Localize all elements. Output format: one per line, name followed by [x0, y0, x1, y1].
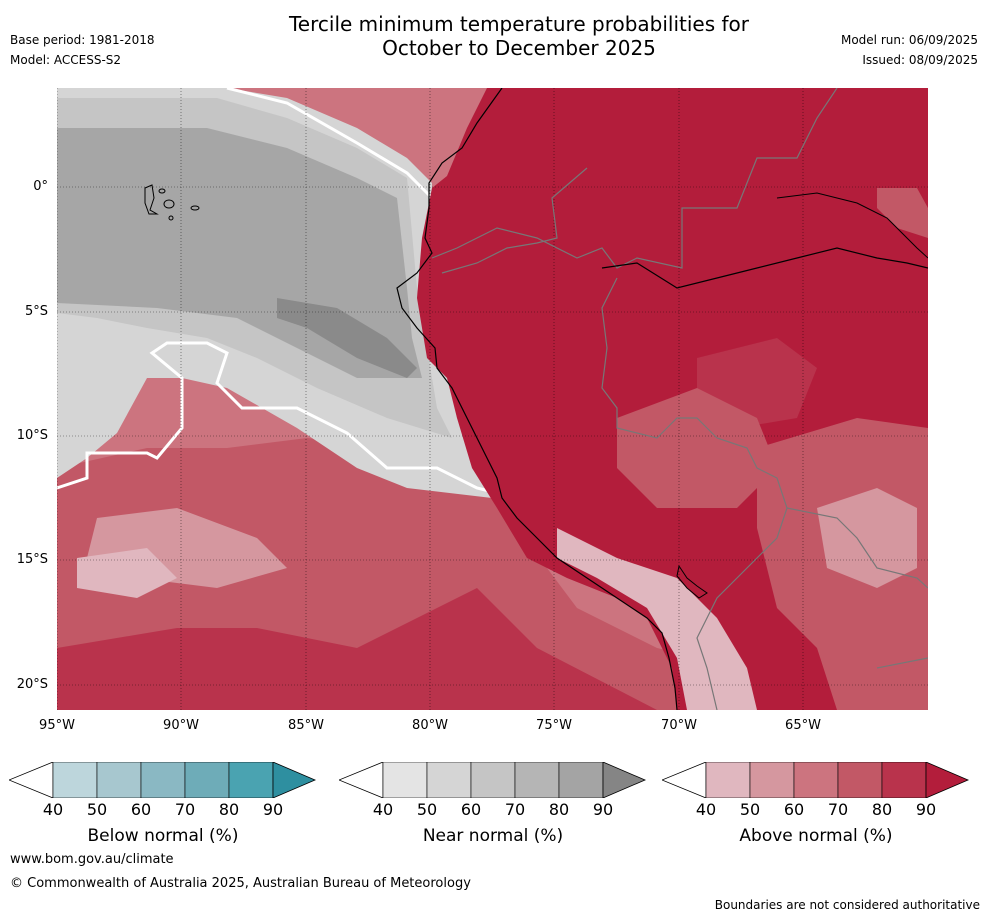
border-bolivia-brazil [786, 507, 928, 589]
colorbar-above-normal [662, 762, 970, 798]
lon-label-75w: 75°W [536, 718, 572, 733]
lon-label-90w: 90°W [163, 718, 199, 733]
lon-label-70w: 70°W [661, 718, 697, 733]
border-colombia-peru [441, 167, 588, 274]
colorbar-segment [837, 762, 883, 798]
colorbar-segment [558, 762, 604, 798]
colorbar-tick-label: 50 [739, 800, 761, 819]
colorbar-segment [793, 762, 839, 798]
colorbar-tick-label: 40 [695, 800, 717, 819]
colorbar-tick-label: 40 [372, 800, 394, 819]
map-gridlines [57, 88, 928, 710]
base-period-text: Base period: 1981-2018 [10, 33, 155, 47]
colorbar-tick-label: 60 [130, 800, 152, 819]
near-normal-80-patch [277, 298, 417, 378]
colorbar-segment [514, 762, 560, 798]
lake-titicaca [676, 564, 708, 599]
colorbar-high-extend [925, 762, 970, 798]
border-paraguay [876, 657, 928, 669]
colorbar-below-normal [9, 762, 317, 798]
colorbar-tick-label: 90 [592, 800, 614, 819]
issued-text: Issued: 08/09/2025 [862, 53, 978, 67]
title-line-2: October to December 2025 [382, 36, 656, 60]
colorbar-high-extend [272, 762, 317, 798]
land-above-70-patch [617, 388, 777, 508]
colorbar-segment [96, 762, 142, 798]
colorbar-low-extend [339, 762, 384, 798]
lon-label-65w: 65°W [785, 718, 821, 733]
colorbar-tick-label: 80 [218, 800, 240, 819]
colorbar-tick-label: 90 [262, 800, 284, 819]
colorbar-segment [184, 762, 230, 798]
colorbar-low-extend [9, 762, 54, 798]
lat-label-20s: 20°S [16, 677, 48, 692]
colorbar-segment [228, 762, 274, 798]
amazon-river [601, 247, 928, 289]
ocean-above-70-band [57, 588, 657, 710]
model-run-text: Model run: 06/09/2025 [840, 33, 978, 47]
lat-label-5s: 5°S [24, 304, 48, 319]
land-northeast-70 [877, 188, 928, 238]
meta-right: Model run: 06/09/2025 Issued: 08/09/2025 [841, 30, 978, 70]
coastline [396, 88, 678, 710]
colorbar-tick-label: 70 [174, 800, 196, 819]
footer-url[interactable]: www.bom.gov.au/climate [10, 852, 174, 867]
colorbar-segment [426, 762, 472, 798]
colorbar-tick-label: 40 [42, 800, 64, 819]
title-line-1: Tercile minimum temperature probabilitie… [288, 12, 750, 36]
colorbar-tick-label: 80 [548, 800, 570, 819]
colorbar-tick-label: 90 [915, 800, 937, 819]
colorbar-tick-label: 50 [416, 800, 438, 819]
colorbar-segment [140, 762, 186, 798]
near-normal-boundary [57, 341, 498, 495]
chart-title: Tercile minimum temperature probabilitie… [250, 12, 788, 60]
coastal-above-40-strip [557, 528, 757, 710]
footer-copyright: © Commonwealth of Australia 2025, Austra… [10, 876, 471, 891]
galapagos-islands [144, 184, 200, 221]
colorbar-segment [881, 762, 927, 798]
rio-negro [776, 192, 928, 259]
colorbar-high-extend [602, 762, 647, 798]
colorbar-segment [470, 762, 516, 798]
colorbar-near-normal [339, 762, 647, 798]
colorbar-tick-label: 60 [783, 800, 805, 819]
border-peru-brazil-bolivia [601, 277, 788, 710]
ocean-above-40-patch [77, 548, 177, 598]
colorbar-tick-label: 70 [827, 800, 849, 819]
colorbar-tick-label: 50 [86, 800, 108, 819]
lat-label-0: 0° [33, 179, 48, 194]
colorbar-segment [749, 762, 795, 798]
north-boundary [226, 88, 434, 200]
probability-map[interactable] [57, 88, 928, 710]
border-ecuador-colombia [431, 88, 838, 269]
colorbar-segment [52, 762, 98, 798]
colorbar-above-label: Above normal (%) [739, 826, 893, 846]
lat-label-10s: 10°S [16, 428, 48, 443]
colorbar-segment [382, 762, 428, 798]
model-text: Model: ACCESS-S2 [10, 53, 122, 67]
colorbar-low-extend [662, 762, 707, 798]
colorbar-below-label: Below normal (%) [87, 826, 239, 846]
colorbar-tick-label: 60 [460, 800, 482, 819]
colorbar-tick-label: 80 [871, 800, 893, 819]
colorbar-near-label: Near normal (%) [422, 826, 564, 846]
map-svg [57, 88, 928, 710]
lat-label-15s: 15°S [16, 552, 48, 567]
footer-disclaimer: Boundaries are not considered authoritat… [714, 898, 980, 912]
colorbar-tick-label: 70 [504, 800, 526, 819]
land-southeast-50 [817, 488, 917, 588]
lon-label-95w: 95°W [39, 718, 75, 733]
meta-left: Base period: 1981-2018 Model: ACCESS-S2 [10, 30, 155, 70]
lon-label-85w: 85°W [288, 718, 324, 733]
lon-label-80w: 80°W [412, 718, 448, 733]
colorbar-segment [705, 762, 751, 798]
